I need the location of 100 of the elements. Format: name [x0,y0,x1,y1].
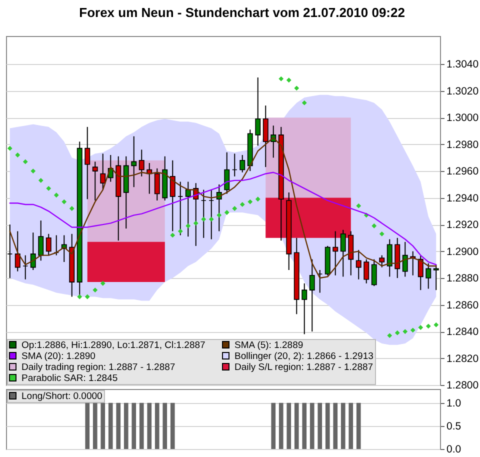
candlestick [232,153,238,177]
point [170,232,176,238]
legend-label: Parabolic SAR: 1.2845 [22,372,118,384]
point [186,223,191,228]
point [248,199,253,204]
y-tick-label: 1.2940 [446,192,479,204]
point [379,231,384,236]
point [232,206,238,211]
point [77,294,82,300]
point [418,325,424,330]
candlestick [30,232,36,271]
candlestick [84,126,90,200]
legend-label: Daily trading region: 1.2887 - 1.2887 [22,362,176,373]
chart-title: Forex um Neun - Stundenchart vom 21.07.2010 09:22 [79,5,405,20]
candlestick [154,168,160,201]
candlestick [224,152,230,194]
candlestick [332,230,338,276]
y-tick-label: 1.2960 [446,166,479,178]
legend-label: Op:1.2886, Hi:1.2890, Lo:1.2871, Cl:1.2887 [22,340,206,351]
legend-label: Daily S/L region: 1.2887 - 1.2887 [234,362,374,373]
point [201,216,206,222]
point [62,199,67,204]
candlestick [100,153,106,190]
candlestick [402,241,408,278]
point [208,216,214,222]
point [426,324,431,329]
point [84,294,90,300]
candlestick [386,238,392,278]
point [278,76,284,82]
point [356,203,362,208]
y-tick-label: 1.2820 [446,352,479,365]
legend-label: SMA (20): 1.2890 [22,350,96,362]
point [178,228,183,234]
y-tick-label: 1.3000 [446,112,479,124]
candlestick [364,258,370,284]
candlestick [22,254,28,280]
candlestick [178,181,184,236]
y-tick-label: 1.2980 [446,138,479,151]
candlestick [185,181,191,238]
point [255,196,260,202]
candlestick [240,154,246,173]
y-tick-label: 0.0 [446,444,462,456]
candlestick [426,262,432,290]
point [22,159,28,164]
candlestick [262,105,268,168]
candlestick [208,189,214,240]
candlestick [170,160,176,232]
candlestick [131,136,137,188]
point [46,186,52,191]
candlestick [54,234,60,256]
candlestick [340,229,346,278]
point [387,333,392,338]
y-tick-label: 1.2860 [446,299,479,312]
legend-label: SMA (5): 1.2889 [234,340,304,351]
point [302,100,307,106]
candlestick [38,220,44,262]
point [372,223,377,228]
legend-label: Long/Short: 0.0000 [22,390,102,402]
y-tick-label: 1.2920 [446,219,479,232]
candlestick [356,249,362,280]
candlestick [138,149,144,177]
candlestick [433,264,439,291]
point [224,210,230,215]
candlestick [46,233,52,256]
point [216,212,222,218]
y-tick-label: 1.2800 [446,380,479,392]
candlestick [92,161,98,201]
y-tick-label: 1.0 [446,397,462,410]
point [294,86,300,91]
point [7,146,12,151]
candlestick [200,189,206,238]
candlestick [7,224,13,279]
point [15,152,20,158]
y-tick-label: 1.2840 [446,326,479,338]
y-tick-label: 1.2880 [446,272,479,285]
candlestick [371,258,377,287]
candlestick [255,76,261,146]
candlestick [317,270,323,294]
point [434,322,439,328]
candlestick [379,254,385,268]
y-tick-label: 1.3040 [446,58,479,71]
point [394,330,400,336]
point [92,288,98,293]
y-tick-label: 1.3020 [446,85,479,98]
legend-label: Bollinger (20, 2): 1.2866 - 1.2913 [234,350,374,362]
point [193,220,198,226]
y-tick-label: 0.5 [446,420,462,432]
y-tick-label: 1.2900 [446,246,479,258]
candlestick [418,254,424,291]
point [410,328,416,333]
point [402,329,408,334]
point [54,192,59,198]
point [38,178,44,183]
candlestick [14,230,20,272]
candlestick [302,282,308,335]
point [30,168,36,174]
point [69,206,74,211]
point [100,280,106,286]
candlestick [309,258,315,332]
point [286,78,292,83]
